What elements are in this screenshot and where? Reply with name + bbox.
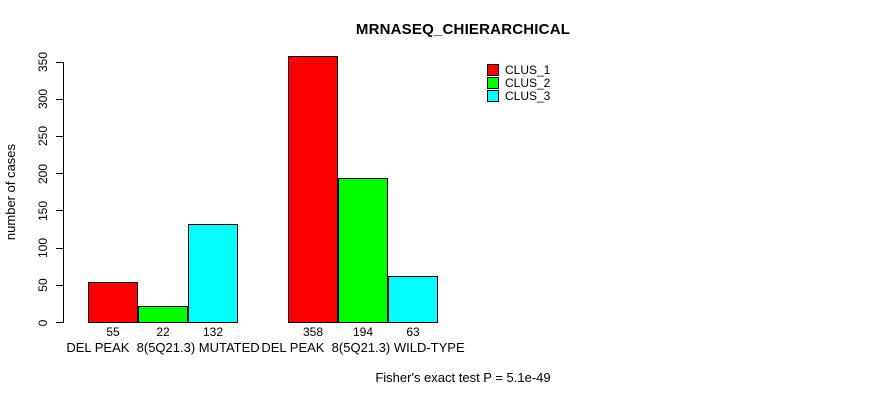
legend-label: CLUS_3: [505, 89, 551, 103]
legend-item-clus_1: CLUS_1: [487, 64, 550, 76]
bar-clus_2-group1: [138, 306, 188, 324]
legend-label: CLUS_2: [505, 76, 551, 90]
bar-clus_3-group1: [188, 224, 238, 324]
footer-stat: Fisher's exact test P = 5.1e-49: [375, 370, 551, 385]
bar-value-label: 194: [352, 325, 374, 339]
bar-value-label: 132: [202, 325, 224, 339]
y-axis-line: [63, 62, 64, 323]
y-tick-mark: [56, 98, 64, 100]
legend-swatch: [487, 90, 499, 102]
y-tick-mark: [56, 173, 64, 175]
y-tick-label: 200: [36, 163, 50, 184]
y-tick-label: 150: [36, 200, 50, 221]
y-tick-label: 0: [36, 319, 50, 326]
legend: CLUS_1 CLUS_2 CLUS_3: [487, 64, 550, 103]
legend-item-clus_2: CLUS_2: [487, 77, 550, 89]
y-tick-mark: [56, 247, 64, 249]
bar-value-label: 63: [406, 325, 420, 339]
y-tick-label: 250: [36, 126, 50, 147]
bar-value-label: 55: [106, 325, 120, 339]
legend-swatch: [487, 64, 499, 76]
y-tick-mark: [56, 322, 64, 323]
y-tick-label: 100: [36, 238, 50, 259]
group-label: DEL PEAK 8(5Q21.3) MUTATED: [66, 340, 260, 355]
group-label: DEL PEAK 8(5Q21.3) WILD-TYPE: [261, 340, 465, 355]
chart-title: MRNASEQ_CHIERARCHICAL: [355, 21, 571, 38]
y-tick-mark: [56, 210, 64, 212]
y-axis-title: number of cases: [3, 143, 18, 241]
legend-swatch: [487, 77, 499, 89]
legend-item-clus_3: CLUS_3: [487, 90, 550, 102]
bar-value-label: 22: [156, 325, 170, 339]
bar-clus_3-group2: [388, 275, 438, 324]
bar-clus_1-group2: [288, 56, 338, 324]
legend-label: CLUS_1: [505, 63, 551, 77]
y-tick-mark: [56, 284, 64, 286]
y-tick-mark: [56, 135, 64, 137]
y-tick-label: 350: [36, 51, 50, 73]
bar-clus_1-group1: [88, 281, 138, 324]
y-tick-label: 300: [36, 89, 50, 110]
bar-value-label: 358: [302, 325, 324, 339]
bar-clus_2-group2: [338, 178, 388, 324]
y-tick-mark: [56, 61, 64, 63]
y-tick-label: 50: [36, 278, 50, 292]
